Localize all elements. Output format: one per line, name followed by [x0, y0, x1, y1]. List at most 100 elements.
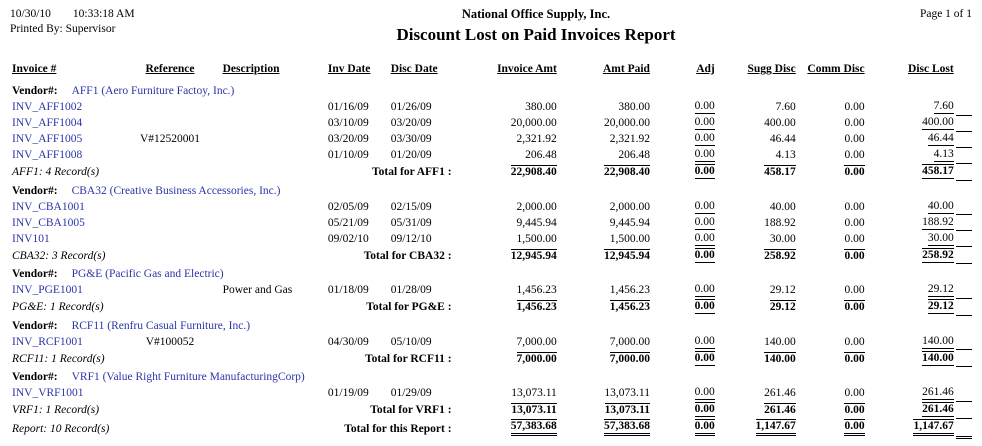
total-amount: 1,147.67	[717, 418, 798, 437]
sugg-disc-cell: 188.92	[764, 216, 796, 229]
disc-lost-cell: 261.46	[922, 386, 954, 400]
vendor-link[interactable]: RCF11 (Renfru Casual Furniture, Inc.)	[71, 319, 251, 332]
margin-stub	[955, 163, 972, 181]
report-date: 10/30/10	[10, 8, 51, 20]
total-label: Total for RCF11 :	[364, 352, 452, 365]
invoice-amt-cell: 1,500.00	[516, 232, 557, 245]
vendor-header-cell: Vendor#: RCF11 (Renfru Casual Furniture, …	[10, 315, 972, 334]
company-name: National Office Supply, Inc.	[461, 7, 611, 21]
header-left: 10/30/10 10:33:18 AM Printed By: Supervis…	[10, 7, 250, 37]
column-header-reference: Reference	[145, 63, 195, 75]
total-amount: 13,073.11	[604, 403, 650, 416]
record-count: AFF1: 4 Record(s)	[12, 166, 100, 178]
vendor-total-row: AFF1: 4 Record(s) Total for AFF1 : 22,908.…	[10, 163, 972, 181]
invoice-link[interactable]: INV_AFF1005	[12, 133, 83, 145]
invoice-link[interactable]: INV_CBA1005	[12, 216, 85, 229]
vendor-number-label: Vendor#:	[12, 85, 58, 97]
invoice-amt-cell: 2,000.00	[516, 200, 557, 213]
vendor-total-row: VRF1: 1 Record(s) Total for VRF1 : 13,073.…	[10, 401, 972, 419]
invoice-row: INV_AFF1002 01/16/09 01/26/09 380.00 380.00 0…	[10, 99, 972, 116]
reference-cell	[119, 231, 220, 247]
description-cell	[221, 115, 326, 131]
printed-by: Printed By: Supervisor	[10, 23, 116, 35]
inv-date-cell: 03/10/09	[327, 117, 369, 129]
column-header-disc-lost: Disc Lost	[908, 63, 954, 75]
total-amount: 7,000.00	[609, 351, 650, 365]
total-amount: 258.92	[764, 248, 796, 262]
total-amount: 0.00	[652, 418, 717, 437]
vendor-number-label: Vendor#:	[12, 371, 58, 383]
disc-date-cell: 03/20/09	[390, 117, 432, 129]
vendor-header-row: Vendor#: PG&E (Pacific Gas and Electric)	[10, 264, 972, 283]
margin-stub	[955, 246, 972, 264]
total-amount: 12,945.94	[603, 248, 650, 262]
vendor-link[interactable]: VRF1 (Value Right Furniture Manufacturin…	[71, 371, 305, 383]
inv-date-cell: 01/19/09	[327, 387, 369, 399]
vendor-link[interactable]: PG&E (Pacific Gas and Electric)	[71, 268, 224, 280]
sugg-disc-cell: 30.00	[769, 232, 796, 245]
invoice-link[interactable]: INV101	[12, 232, 50, 245]
reference-cell	[119, 115, 220, 131]
description-cell	[221, 131, 326, 147]
vendor-number-label: Vendor#:	[12, 268, 58, 280]
record-count: RCF11: 1 Record(s)	[12, 352, 105, 365]
invoice-link[interactable]: INV_AFF1002	[12, 101, 83, 113]
disc-date-cell: 01/26/09	[390, 101, 432, 113]
margin-stub	[955, 99, 972, 116]
total-amount: 0.00	[844, 351, 865, 365]
sugg-disc-cell: 261.46	[764, 387, 796, 399]
total-amount: 0.00	[694, 247, 715, 263]
description-cell	[221, 199, 326, 215]
inv-date-cell: 05/21/09	[327, 216, 369, 229]
invoice-amt-cell: 13,073.11	[511, 387, 557, 399]
amt-paid-cell: 206.48	[618, 149, 650, 161]
column-header-row: Invoice # Reference Description Inv Date Dis…	[10, 62, 972, 81]
comm-disc-cell: 0.00	[844, 133, 865, 145]
invoice-link[interactable]: INV_AFF1008	[12, 149, 83, 161]
column-header-comm-disc: Comm Disc	[807, 63, 865, 75]
inv-date-cell: 04/30/09	[327, 335, 369, 348]
total-label: Total for AFF1 :	[372, 166, 452, 178]
report-header: 10/30/10 10:33:18 AM Printed By: Supervis…	[10, 7, 972, 46]
margin-stub	[955, 198, 972, 215]
vendor-link[interactable]: AFF1 (Aero Furniture Factoy, Inc.)	[71, 85, 235, 97]
total-amount: 258.92	[922, 247, 954, 263]
total-amount: 261.46	[922, 402, 954, 417]
margin-stub	[956, 62, 972, 81]
total-amount: 1,456.23	[516, 300, 557, 313]
amt-paid-cell: 13,073.11	[604, 387, 650, 399]
invoice-amt-cell: 9,445.94	[516, 216, 557, 229]
record-count: PG&E: 1 Record(s)	[12, 301, 104, 313]
page-number: Page 1 of 1	[919, 8, 972, 20]
amt-paid-cell: 2,000.00	[609, 200, 650, 213]
total-amount: 458.17	[922, 164, 954, 179]
invoice-row: INV_VRF1001 01/19/09 01/29/09 13,073.11 13,0…	[10, 385, 972, 402]
invoice-amt-cell: 380.00	[525, 101, 557, 113]
vendor-link[interactable]: CBA32 (Creative Business Accessories, In…	[71, 184, 281, 197]
report-title: Discount Lost on Paid Invoices Report	[396, 25, 676, 44]
total-amount: 0.00	[694, 402, 715, 417]
total-amount: 22,908.40	[510, 165, 557, 178]
invoice-link[interactable]: INV_PGE1001	[12, 284, 83, 296]
vendor-header-cell: Vendor#: AFF1 (Aero Furniture Factoy, Inc…	[10, 81, 972, 99]
margin-stub	[955, 333, 972, 350]
margin-stub	[955, 401, 972, 419]
comm-disc-cell: 0.00	[844, 149, 865, 161]
reference-cell	[119, 215, 220, 231]
vendor-total-row: RCF11: 1 Record(s) Total for RCF11 : 7,000…	[10, 349, 972, 367]
invoice-link[interactable]: INV_VRF1001	[12, 387, 84, 399]
disc-date-cell: 03/30/09	[390, 133, 432, 145]
reference-cell: V#12520001	[139, 133, 201, 145]
amt-paid-cell: 2,321.92	[609, 133, 650, 145]
disc-lost-cell: 29.12	[927, 283, 954, 297]
invoice-row: INV_AFF1008 01/10/09 01/20/09 206.48 206.48 0…	[10, 147, 972, 164]
invoice-link[interactable]: INV_CBA1001	[12, 200, 85, 213]
invoice-link[interactable]: INV_AFF1004	[12, 117, 83, 129]
sugg-disc-cell: 140.00	[764, 335, 796, 348]
total-amount: 12,945.94	[510, 248, 557, 262]
column-header-inv-date: Inv Date	[327, 63, 371, 75]
disc-date-cell: 05/31/09	[390, 216, 432, 229]
invoice-link[interactable]: INV_RCF1001	[12, 335, 83, 348]
total-amount: 0.00	[844, 165, 865, 178]
